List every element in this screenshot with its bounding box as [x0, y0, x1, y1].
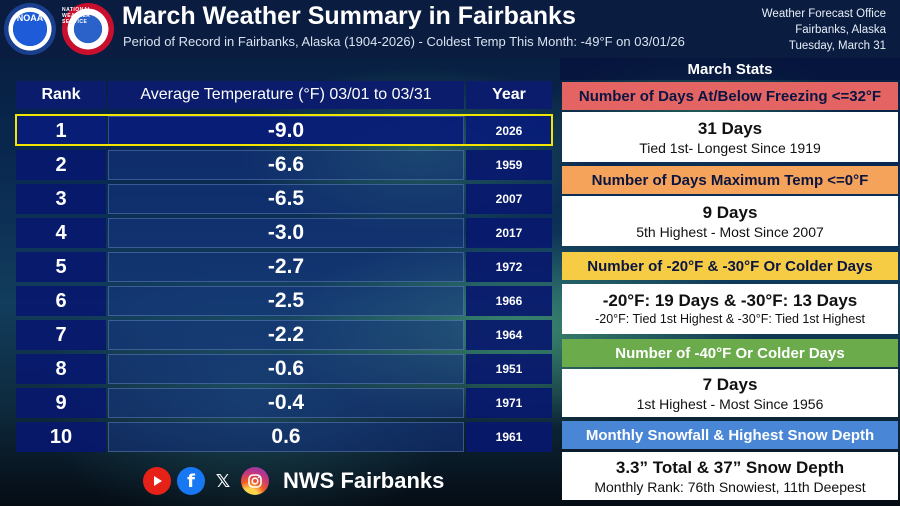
- rank-cell: 2: [16, 150, 106, 180]
- social-bar: f 𝕏 NWS Fairbanks: [143, 465, 444, 497]
- temperature-column-header: Average Temperature (°F) 03/01 to 03/31: [108, 81, 464, 109]
- freezing-days-label: Number of Days At/Below Freezing <=32°F: [562, 82, 898, 110]
- rank-cell: 9: [16, 388, 106, 418]
- rank-cell: 5: [16, 252, 106, 282]
- freezing-days-value: 31 Days: [697, 118, 763, 138]
- temperature-cell: -2.7: [108, 252, 464, 282]
- snowfall-detail: Monthly Rank: 76th Snowiest, 11th Deepes…: [594, 478, 866, 495]
- cold-days-label: Number of -20°F & -30°F Or Colder Days: [562, 252, 898, 280]
- temperature-cell: -6.6: [108, 150, 464, 180]
- minus40-days-label: Number of -40°F Or Colder Days: [562, 339, 898, 367]
- table-row: 7 -2.2 1964: [16, 320, 552, 350]
- table-row: 3 -6.5 2007: [16, 184, 552, 214]
- social-handle: NWS Fairbanks: [283, 468, 445, 493]
- rank-cell: 6: [16, 286, 106, 316]
- minus40-days-box: 7 Days 1st Highest - Most Since 1956: [562, 369, 898, 417]
- table-row: 5 -2.7 1972: [16, 252, 552, 282]
- rank-cell: 8: [16, 354, 106, 384]
- freezing-days-detail: Tied 1st- Longest Since 1919: [639, 139, 821, 156]
- year-cell: 1972: [466, 252, 552, 282]
- temperature-cell: -2.5: [108, 286, 464, 316]
- year-cell: 1959: [466, 150, 552, 180]
- rank-cell: 3: [16, 184, 106, 214]
- temperature-cell: -6.5: [108, 184, 464, 214]
- year-cell: 2026: [466, 116, 552, 146]
- table-row: 10 0.6 1961: [16, 422, 552, 452]
- noaa-logo: NOAA: [4, 3, 56, 55]
- year-column-header: Year: [466, 81, 552, 109]
- office-info: Weather Forecast Office Fairbanks, Alask…: [762, 6, 886, 54]
- max-zero-days-detail: 5th Highest - Most Since 2007: [636, 223, 824, 240]
- office-location: Fairbanks, Alaska: [795, 24, 886, 36]
- rank-cell: 7: [16, 320, 106, 350]
- snowfall-value: 3.3” Total & 37” Snow Depth: [615, 457, 845, 477]
- rank-cell: 10: [16, 422, 106, 452]
- year-cell: 1951: [466, 354, 552, 384]
- table-row: 4 -3.0 2017: [16, 218, 552, 248]
- office-date: Tuesday, March 31: [788, 40, 886, 52]
- temperature-cell: -2.2: [108, 320, 464, 350]
- freezing-days-box: 31 Days Tied 1st- Longest Since 1919: [562, 112, 898, 162]
- snowfall-label: Monthly Snowfall & Highest Snow Depth: [562, 421, 898, 449]
- max-zero-days-label: Number of Days Maximum Temp <=0°F: [562, 166, 898, 194]
- rank-column-header: Rank: [16, 81, 106, 109]
- cold-days-box: -20°F: 19 Days & -30°F: 13 Days -20°F: T…: [562, 284, 898, 334]
- temperature-cell: -0.4: [108, 388, 464, 418]
- cold-days-detail: -20°F: Tied 1st Highest & -30°F: Tied 1s…: [595, 312, 865, 326]
- max-zero-days-box: 9 Days 5th Highest - Most Since 2007: [562, 196, 898, 246]
- max-zero-days-value: 9 Days: [702, 202, 758, 222]
- cold-days-value: -20°F: 19 Days & -30°F: 13 Days: [602, 291, 858, 310]
- temperature-cell: 0.6: [108, 422, 464, 452]
- minus40-days-detail: 1st Highest - Most Since 1956: [636, 395, 824, 412]
- table-row: 2 -6.6 1959: [16, 150, 552, 180]
- year-cell: 2007: [466, 184, 552, 214]
- stats-title: March Stats: [560, 58, 900, 80]
- rank-cell: 4: [16, 218, 106, 248]
- youtube-icon[interactable]: [143, 467, 171, 495]
- temperature-cell: -9.0: [108, 116, 464, 146]
- facebook-icon[interactable]: f: [177, 467, 205, 495]
- x-icon[interactable]: 𝕏: [215, 470, 231, 491]
- nws-logo: NATIONAL WEATHER SERVICE: [62, 3, 114, 55]
- year-cell: 1971: [466, 388, 552, 418]
- table-row: 1 -9.0 2026: [16, 116, 552, 146]
- instagram-icon[interactable]: [241, 467, 269, 495]
- year-cell: 1966: [466, 286, 552, 316]
- temperature-cell: -0.6: [108, 354, 464, 384]
- table-row: 6 -2.5 1966: [16, 286, 552, 316]
- year-cell: 1964: [466, 320, 552, 350]
- table-row: 9 -0.4 1971: [16, 388, 552, 418]
- table-row: 8 -0.6 1951: [16, 354, 552, 384]
- page-subtitle: Period of Record in Fairbanks, Alaska (1…: [123, 34, 685, 49]
- snowfall-box: 3.3” Total & 37” Snow Depth Monthly Rank…: [562, 452, 898, 500]
- temperature-cell: -3.0: [108, 218, 464, 248]
- year-cell: 2017: [466, 218, 552, 248]
- year-cell: 1961: [466, 422, 552, 452]
- page-title: March Weather Summary in Fairbanks: [122, 2, 576, 30]
- office-name: Weather Forecast Office: [761, 8, 886, 20]
- header-bar: NOAA NATIONAL WEATHER SERVICE March Weat…: [0, 0, 900, 58]
- minus40-days-value: 7 Days: [702, 374, 758, 394]
- rank-cell: 1: [16, 116, 106, 146]
